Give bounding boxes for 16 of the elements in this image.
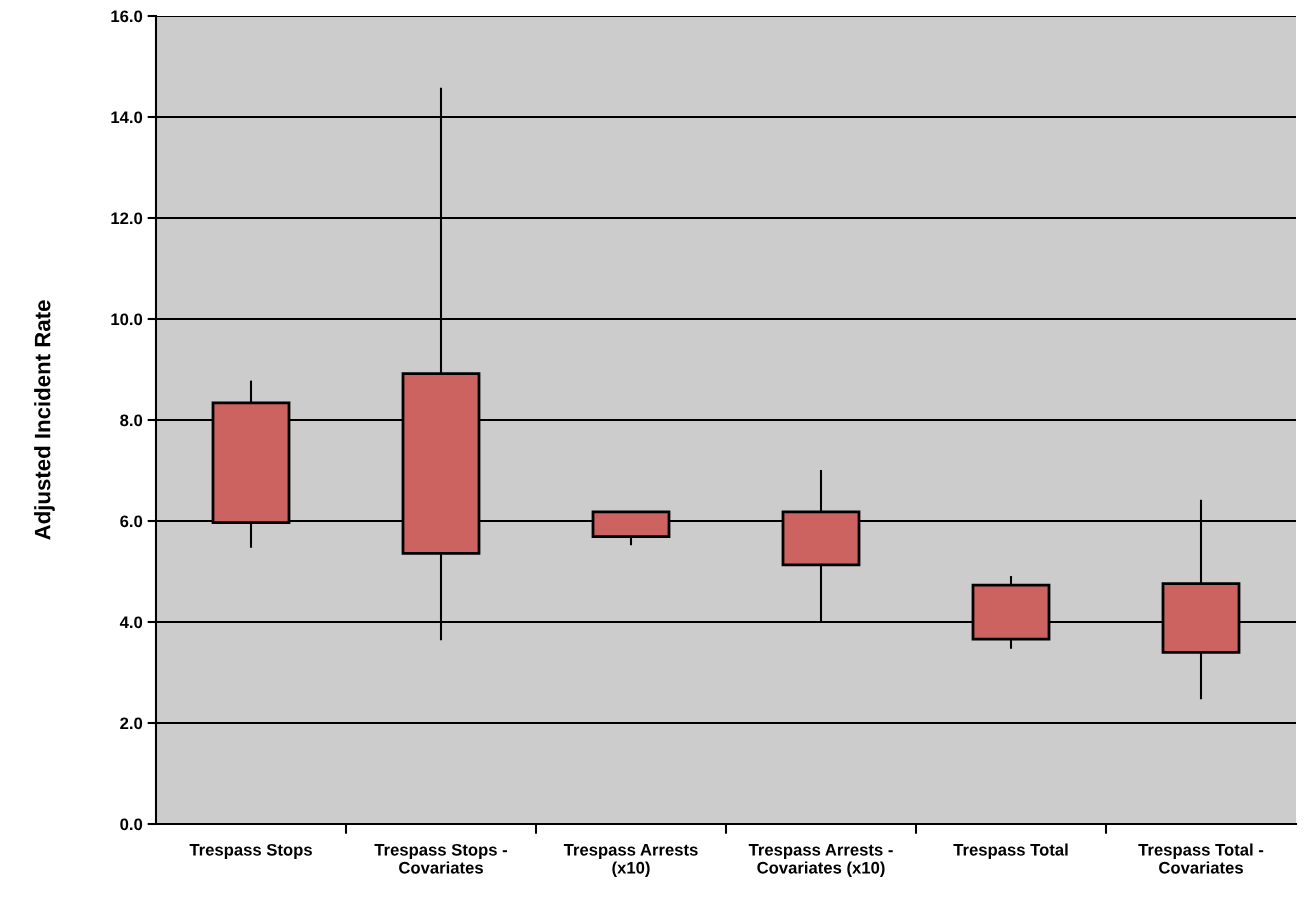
x-tick-label: Trespass Total (953, 843, 1068, 859)
x-tick-label: Trespass Arrests - Covariates (x10) (748, 844, 893, 877)
y-tick-label: 10.0 (111, 313, 143, 326)
x-tick-label: Trespass Total - Covariates (1138, 843, 1264, 874)
y-tick-label: 12.0 (111, 212, 143, 225)
y-tick-label: 4.0 (119, 616, 143, 629)
x-tick-label: Trespass Arrests (x10) (563, 844, 698, 877)
y-axis-title: Adjusted Incident Rate (34, 300, 55, 540)
y-tick-label: 0.0 (120, 818, 143, 831)
y-tick-label: 14.0 (111, 111, 143, 124)
x-tick-label: Trespass Stops - Covariates (374, 843, 508, 874)
y-tick-label: 8.0 (120, 414, 143, 427)
y-tick-label: 16.0 (111, 10, 143, 23)
y-tick-label: 6.0 (120, 515, 143, 528)
x-tick-label: Trespass Stops (189, 843, 312, 859)
y-tick-label: 2.0 (120, 717, 143, 730)
